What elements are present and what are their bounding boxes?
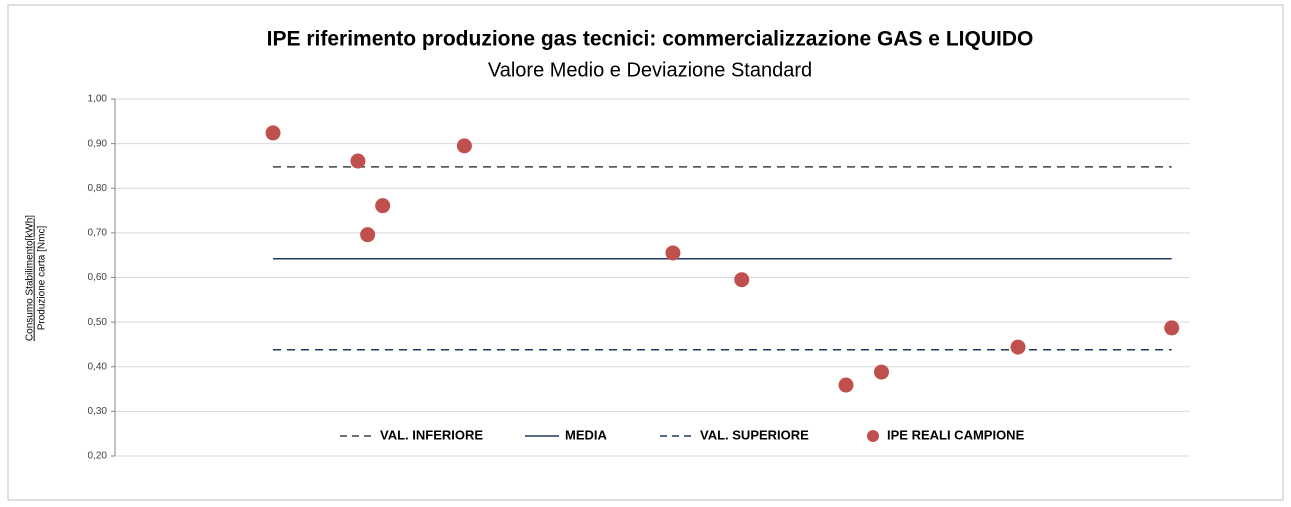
y-axis-label: Consumo Stabilimento[kWh] Produzione car… xyxy=(25,215,48,341)
y-tick-label: 0,20 xyxy=(88,451,108,462)
y-tick-label: 0,90 xyxy=(88,138,108,149)
data-point xyxy=(1010,339,1026,355)
data-point xyxy=(873,364,889,380)
data-point xyxy=(734,272,750,288)
y-tick-label: 0,50 xyxy=(88,317,108,328)
y-label-line: Produzione carta [Nmc] xyxy=(37,226,48,331)
data-point xyxy=(1164,320,1180,336)
y-tick-label: 0,70 xyxy=(88,228,108,239)
chart-title: IPE riferimento produzione gas tecnici: … xyxy=(267,28,1034,51)
legend-label: VAL. INFERIORE xyxy=(380,427,483,442)
data-point xyxy=(838,377,854,393)
y-tick-label: 0,60 xyxy=(88,272,108,283)
chart-frame xyxy=(7,4,1284,501)
legend-swatch xyxy=(867,430,879,442)
chart-subtitle: Valore Medio e Deviazione Standard xyxy=(488,59,812,81)
y-tick-label: 0,40 xyxy=(88,361,108,372)
data-point xyxy=(456,138,472,154)
legend-label: VAL. SUPERIORE xyxy=(700,427,809,442)
y-tick-label: 0,30 xyxy=(88,406,108,417)
data-point xyxy=(265,125,281,141)
y-tick-label: 1,00 xyxy=(88,94,108,105)
data-point xyxy=(350,153,366,169)
legend-label: IPE REALI CAMPIONE xyxy=(887,427,1025,442)
data-point xyxy=(360,227,376,243)
legend-label: MEDIA xyxy=(565,427,608,442)
data-point xyxy=(375,198,391,214)
y-tick-label: 0,80 xyxy=(88,183,108,194)
data-point xyxy=(665,245,681,261)
y-label-line: Consumo Stabilimento[kWh] xyxy=(25,215,36,341)
